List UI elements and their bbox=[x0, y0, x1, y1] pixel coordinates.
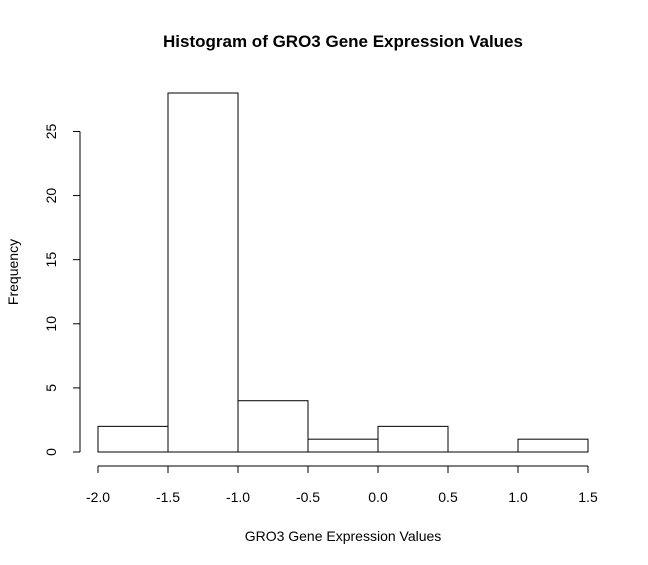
y-tick-label: 5 bbox=[43, 384, 59, 392]
y-axis-label: Frequency bbox=[5, 239, 21, 305]
y-tick-label: 0 bbox=[43, 448, 59, 456]
histogram-bar-2 bbox=[237, 400, 309, 453]
y-axis: 0 5 10 15 20 25 bbox=[43, 123, 81, 456]
chart-title: Histogram of GRO3 Gene Expression Values bbox=[163, 32, 523, 51]
histogram-bar-0 bbox=[97, 425, 169, 453]
x-axis-label: GRO3 Gene Expression Values bbox=[245, 528, 442, 544]
x-axis: -2.0 -1.5 -1.0 -0.5 0.0 0.5 1.0 1.5 bbox=[86, 465, 598, 505]
x-tick-label: -1.5 bbox=[156, 489, 180, 505]
bars-group bbox=[97, 92, 589, 453]
histogram-bar-6 bbox=[517, 438, 589, 453]
x-tick-label: -1.0 bbox=[226, 489, 250, 505]
histogram-bar-1 bbox=[167, 92, 239, 453]
x-tick-label: 1.5 bbox=[578, 489, 598, 505]
y-tick-label: 25 bbox=[43, 123, 59, 139]
x-tick-label: -2.0 bbox=[86, 489, 110, 505]
x-tick-label: 0.5 bbox=[438, 489, 458, 505]
y-tick-label: 10 bbox=[43, 316, 59, 332]
histogram-bar-3 bbox=[307, 438, 379, 453]
histogram-bar-4 bbox=[377, 425, 449, 453]
y-tick-label: 20 bbox=[43, 188, 59, 204]
x-tick-label: -0.5 bbox=[296, 489, 320, 505]
y-tick-label: 15 bbox=[43, 252, 59, 268]
x-tick-label: 0.0 bbox=[368, 489, 388, 505]
x-tick-label: 1.0 bbox=[508, 489, 528, 505]
